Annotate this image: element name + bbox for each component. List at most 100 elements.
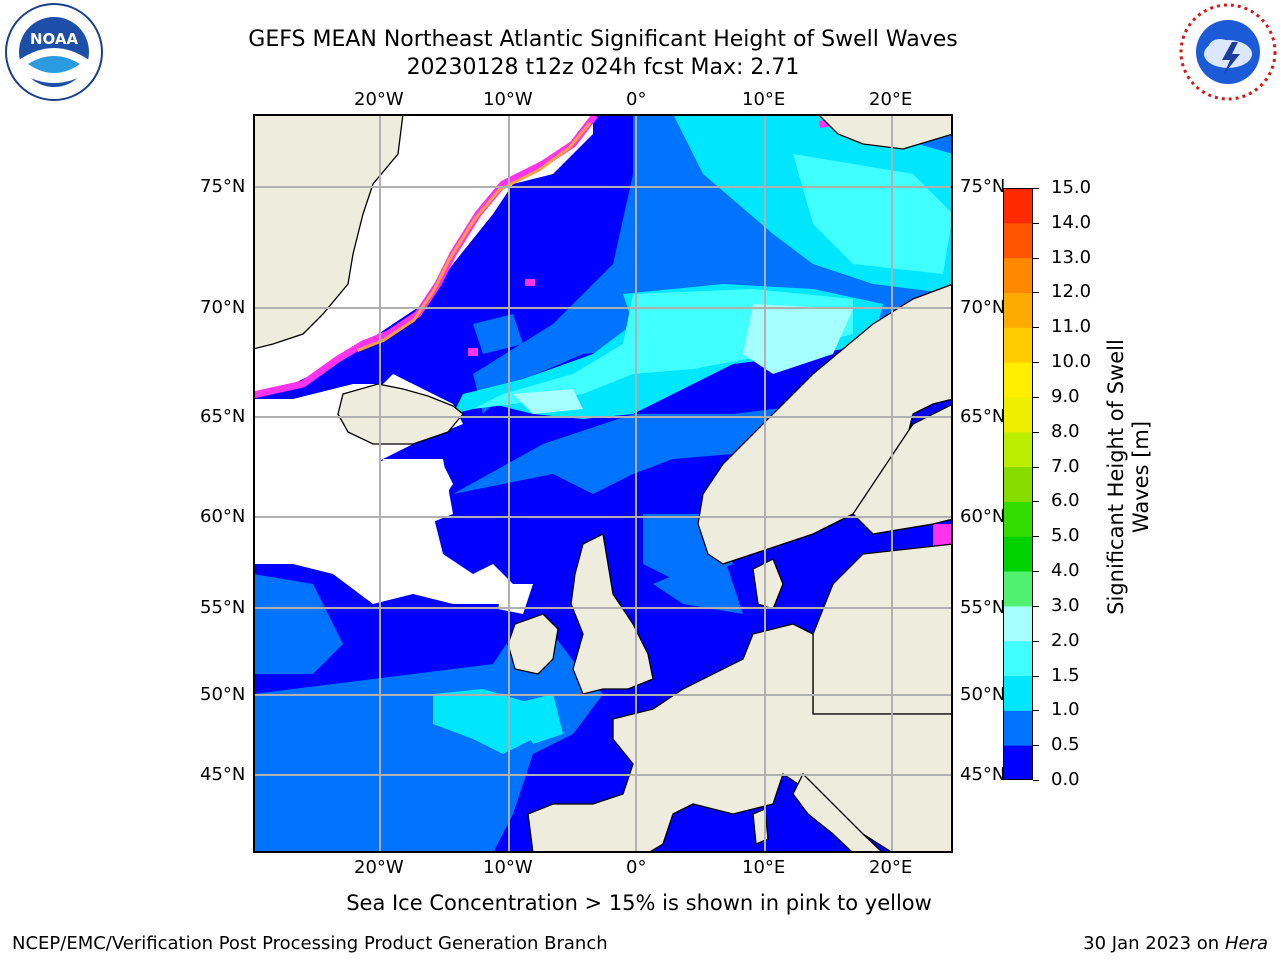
italy: [792, 772, 884, 853]
lon-label-top-10e: 10°E: [742, 89, 786, 110]
lat-label-left-55n: 55°N: [200, 597, 246, 618]
colorbar-tick-label: 0.0: [1051, 769, 1080, 790]
land-masses: [253, 114, 953, 853]
colorbar-bin: [1003, 222, 1033, 259]
lon-label-bottom-0: 0°: [626, 857, 647, 878]
greenland: [253, 114, 404, 350]
lat-label-left-70n: 70°N: [200, 297, 246, 318]
colorbar-bin: [1003, 396, 1033, 433]
colorbar-tick-label: 15.0: [1051, 177, 1092, 198]
colorbar-tick-label: 13.0: [1051, 246, 1092, 268]
lat-label-right-75n: 75°N: [960, 176, 1006, 197]
lat-label-right-55n: 55°N: [960, 597, 1006, 618]
colorbar-tick-label: 12.0: [1051, 281, 1092, 303]
colorbar: [1003, 188, 1033, 781]
colorbar-tick-mark: [1033, 292, 1039, 294]
lat-label-right-50n: 50°N: [960, 684, 1006, 705]
denmark: [752, 558, 784, 610]
colorbar-tick-label: 4.0: [1051, 560, 1080, 582]
colorbar-svg: [1003, 188, 1033, 781]
lon-label-top-20e: 20°E: [869, 89, 913, 110]
footer-date-prefix: 30 Jan 2023 on: [1083, 933, 1225, 954]
colorbar-tick-label: 3.0: [1051, 594, 1080, 616]
colorbar-bin: [1003, 257, 1033, 293]
colorbar-tick-mark: [1033, 431, 1039, 433]
colorbar-bin: [1003, 362, 1033, 398]
colorbar-ticks: 15.0 14.0 13.0 12.0 11.0 10.0 9.0 8.0 7.0 6.0 5.0 4…: [1033, 178, 1103, 798]
lat-label-right-45n: 45°N: [960, 764, 1006, 785]
lon-label-top-20w: 20°W: [354, 89, 404, 110]
colorbar-bin: [1003, 571, 1033, 607]
colorbar-tick-mark: [1033, 780, 1039, 781]
colorbar-tick-label: 6.0: [1051, 490, 1080, 512]
graticule: [253, 114, 953, 853]
colorbar-bin: [1003, 431, 1033, 468]
lon-label-bottom-20e: 20°E: [869, 857, 913, 878]
map-canvas: [253, 114, 953, 853]
colorbar-tick-label: 14.0: [1051, 211, 1092, 233]
colorbar-tick-label: 1.5: [1051, 664, 1080, 686]
map-panel: [253, 114, 953, 853]
lon-label-bottom-20w: 20°W: [354, 857, 404, 878]
colorbar-tick-mark: [1033, 362, 1039, 364]
colorbar-tick-mark: [1033, 605, 1039, 607]
lat-label-right-65n: 65°N: [960, 406, 1006, 427]
colorbar-frame: [1003, 188, 1033, 780]
colorbar-tick-label: 1.0: [1051, 699, 1080, 721]
colorbar-tick-mark: [1033, 536, 1039, 538]
colorbar-tick-mark: [1033, 396, 1039, 398]
colorbar-bin: [1003, 466, 1033, 502]
colorbar-tick-label: 2.0: [1051, 629, 1080, 651]
colorbar-bin: [1003, 710, 1033, 746]
lat-label-left-45n: 45°N: [200, 764, 246, 785]
swell-0p5-1-regions: [253, 114, 953, 853]
colorbar-bin: [1003, 536, 1033, 572]
lat-label-right-70n: 70°N: [960, 297, 1006, 318]
nws-logo: [1178, 2, 1278, 102]
map-frame: [253, 114, 953, 853]
svalbard: [817, 114, 953, 150]
colorbar-tick-label: 9.0: [1051, 385, 1080, 407]
sea-ice-note: Sea Ice Concentration > 15% is shown in …: [346, 891, 932, 915]
lon-label-bottom-10e: 10°E: [742, 857, 786, 878]
colorbar-tick-mark: [1033, 710, 1039, 712]
lon-label-top-10w: 10°W: [483, 89, 533, 110]
lat-label-left-75n: 75°N: [200, 176, 246, 197]
colorbar-tick-label: 5.0: [1051, 525, 1080, 547]
lat-label-left-60n: 60°N: [200, 506, 246, 527]
colorbar-tick-label: 8.0: [1051, 420, 1080, 442]
colorbar-tick-mark: [1033, 327, 1039, 329]
footer-date: 30 Jan 2023 on Hera: [1083, 933, 1268, 955]
lat-label-right-60n: 60°N: [960, 506, 1006, 527]
chart-subtitle: 20230128 t12z 024h fcst Max: 2.71: [406, 55, 800, 80]
footer-host: Hera: [1224, 933, 1268, 954]
colorbar-bin: [1003, 292, 1033, 328]
footer-credit: NCEP/EMC/Verification Post Processing Pr…: [12, 933, 608, 954]
colorbar-label-text: Significant Height of Swell Waves [m]: [1104, 339, 1153, 615]
colorbar-tick-label: 0.5: [1051, 734, 1080, 756]
colorbar-tick-label: 7.0: [1051, 455, 1080, 477]
colorbar-tick-mark: [1033, 188, 1039, 189]
colorbar-bin: [1003, 640, 1033, 677]
lon-label-top-0: 0°: [626, 89, 647, 110]
colorbar-bin: [1003, 605, 1033, 642]
colorbar-tick-mark: [1033, 640, 1039, 642]
swell-2-3-regions: [513, 304, 853, 414]
colorbar-tick-mark: [1033, 257, 1039, 259]
colorbar-tick-mark: [1033, 222, 1039, 224]
colorbar-tick-mark: [1033, 675, 1039, 677]
lat-label-left-65n: 65°N: [200, 406, 246, 427]
noaa-logo: NOAA: [4, 2, 104, 102]
lon-label-bottom-10w: 10°W: [483, 857, 533, 878]
colorbar-bin: [1003, 327, 1033, 363]
colorbar-bin: [1003, 188, 1033, 224]
colorbar-tick-mark: [1033, 501, 1039, 503]
chart-title: GEFS MEAN Northeast Atlantic Significant…: [248, 27, 958, 52]
colorbar-tick-mark: [1033, 571, 1039, 573]
colorbar-tick-mark: [1033, 745, 1039, 747]
great-britain: [570, 533, 654, 695]
colorbar-tick-label: 10.0: [1051, 351, 1092, 373]
iceland: [337, 383, 464, 445]
lat-label-left-50n: 50°N: [200, 684, 246, 705]
noaa-logo-text: NOAA: [30, 30, 79, 48]
